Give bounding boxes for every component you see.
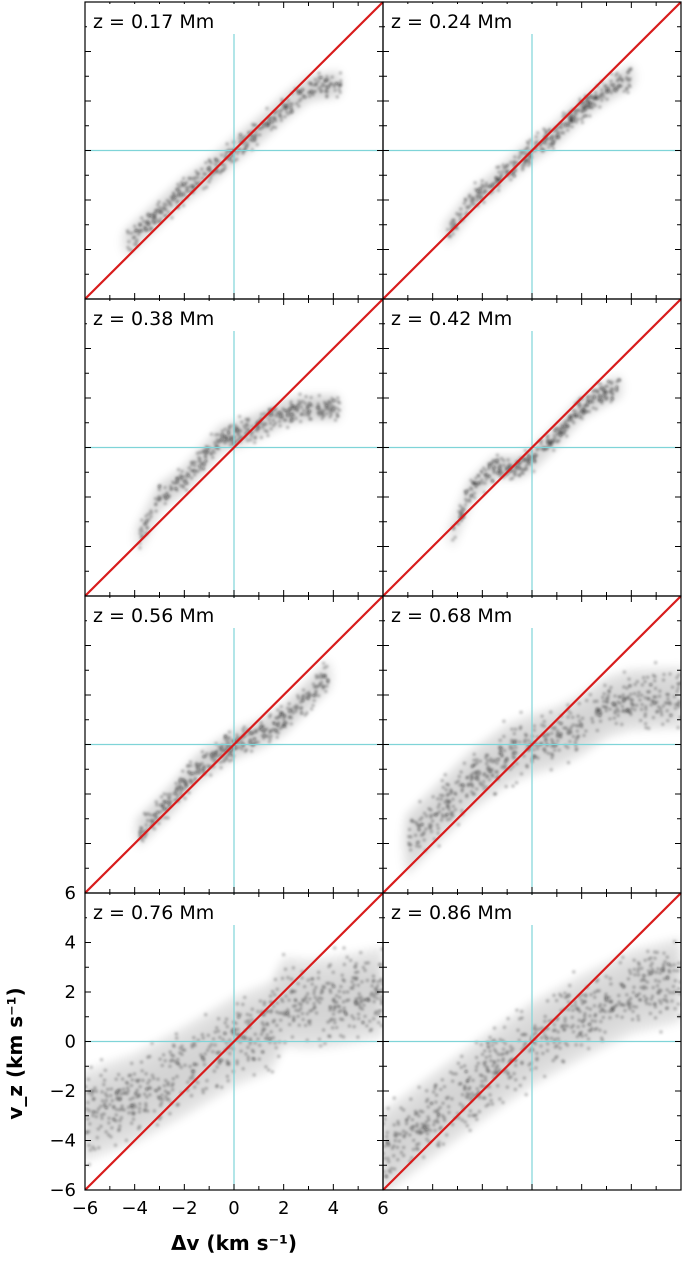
- panel-7: z = 0.76 Mm: [84, 892, 384, 1191]
- x-tick-label: 2: [278, 1198, 289, 1219]
- density-cloud: [132, 392, 344, 552]
- y-tick-label: −2: [49, 1081, 76, 1102]
- panel-grid: z = 0.17 Mm z = 0.24 Mm z = 0.38 Mm z = 0.4…: [84, 1, 682, 1191]
- panel-label: z = 0.86 Mm: [391, 902, 512, 924]
- axis-labels: −6 −4 −2 0 2 4 6 −6 −4 −2 0 2 4 6 Δv (km s⁻¹) v_z (km s…: [3, 883, 389, 1255]
- panel-label-bg: [385, 598, 535, 628]
- panel-label: z = 0.56 Mm: [93, 605, 214, 627]
- y-tick-label: 6: [65, 883, 76, 904]
- panel-5: z = 0.56 Mm: [84, 595, 384, 894]
- panel-2: z = 0.24 Mm: [382, 1, 682, 300]
- x-axis-title: Δv (km s⁻¹): [171, 1231, 297, 1255]
- ticks: [382, 892, 682, 1191]
- ticks: [84, 892, 384, 1191]
- x-tick-label: −6: [72, 1198, 99, 1219]
- identity-line: [383, 596, 681, 893]
- y-tick-label: −4: [49, 1131, 76, 1152]
- panel-label: z = 0.76 Mm: [93, 902, 214, 924]
- y-tick-label: 2: [65, 982, 76, 1003]
- panel-8: z = 0.86 Mm: [382, 892, 682, 1191]
- x-tick-label: 0: [228, 1198, 239, 1219]
- y-axis-title: v_z (km s⁻¹): [3, 987, 27, 1119]
- y-tick-label: 4: [65, 933, 76, 954]
- identity-line: [383, 299, 681, 596]
- panel-label-bg: [87, 598, 237, 628]
- density-cloud: [400, 660, 681, 877]
- identity-line: [383, 2, 681, 299]
- panel-label: z = 0.17 Mm: [93, 11, 214, 33]
- panel-label-bg: [385, 4, 535, 34]
- identity-line: [85, 2, 383, 299]
- identity-line: [85, 299, 383, 596]
- panel-label: z = 0.38 Mm: [93, 308, 214, 330]
- density-cloud: [383, 935, 681, 1190]
- x-tick-label: 6: [377, 1198, 388, 1219]
- panel-1: z = 0.17 Mm: [84, 1, 384, 300]
- panel-label-bg: [87, 4, 237, 34]
- identity-line: [85, 893, 383, 1190]
- density-cloud: [85, 945, 383, 1167]
- panel-label: z = 0.68 Mm: [391, 605, 512, 627]
- panel-label-bg: [385, 301, 535, 331]
- density-cloud: [440, 63, 638, 246]
- x-tick-label: −2: [171, 1198, 198, 1219]
- x-tick-label: −4: [121, 1198, 148, 1219]
- identity-line: [383, 893, 681, 1190]
- panel-6: z = 0.68 Mm: [382, 595, 682, 894]
- panel-label-bg: [87, 895, 237, 925]
- panel-3: z = 0.38 Mm: [84, 298, 384, 597]
- ticks: [84, 298, 384, 597]
- density-cloud: [445, 374, 625, 548]
- identity-line: [85, 596, 383, 893]
- panel-4: z = 0.42 Mm: [382, 298, 682, 597]
- panel-label-bg: [385, 895, 535, 925]
- y-tick-label: −6: [49, 1180, 76, 1201]
- x-tick-label: 4: [328, 1198, 339, 1219]
- panel-label: z = 0.42 Mm: [391, 308, 512, 330]
- y-tick-label: 0: [65, 1032, 76, 1053]
- panel-label: z = 0.24 Mm: [391, 11, 512, 33]
- panel-label-bg: [87, 301, 237, 331]
- density-cloud: [120, 69, 345, 257]
